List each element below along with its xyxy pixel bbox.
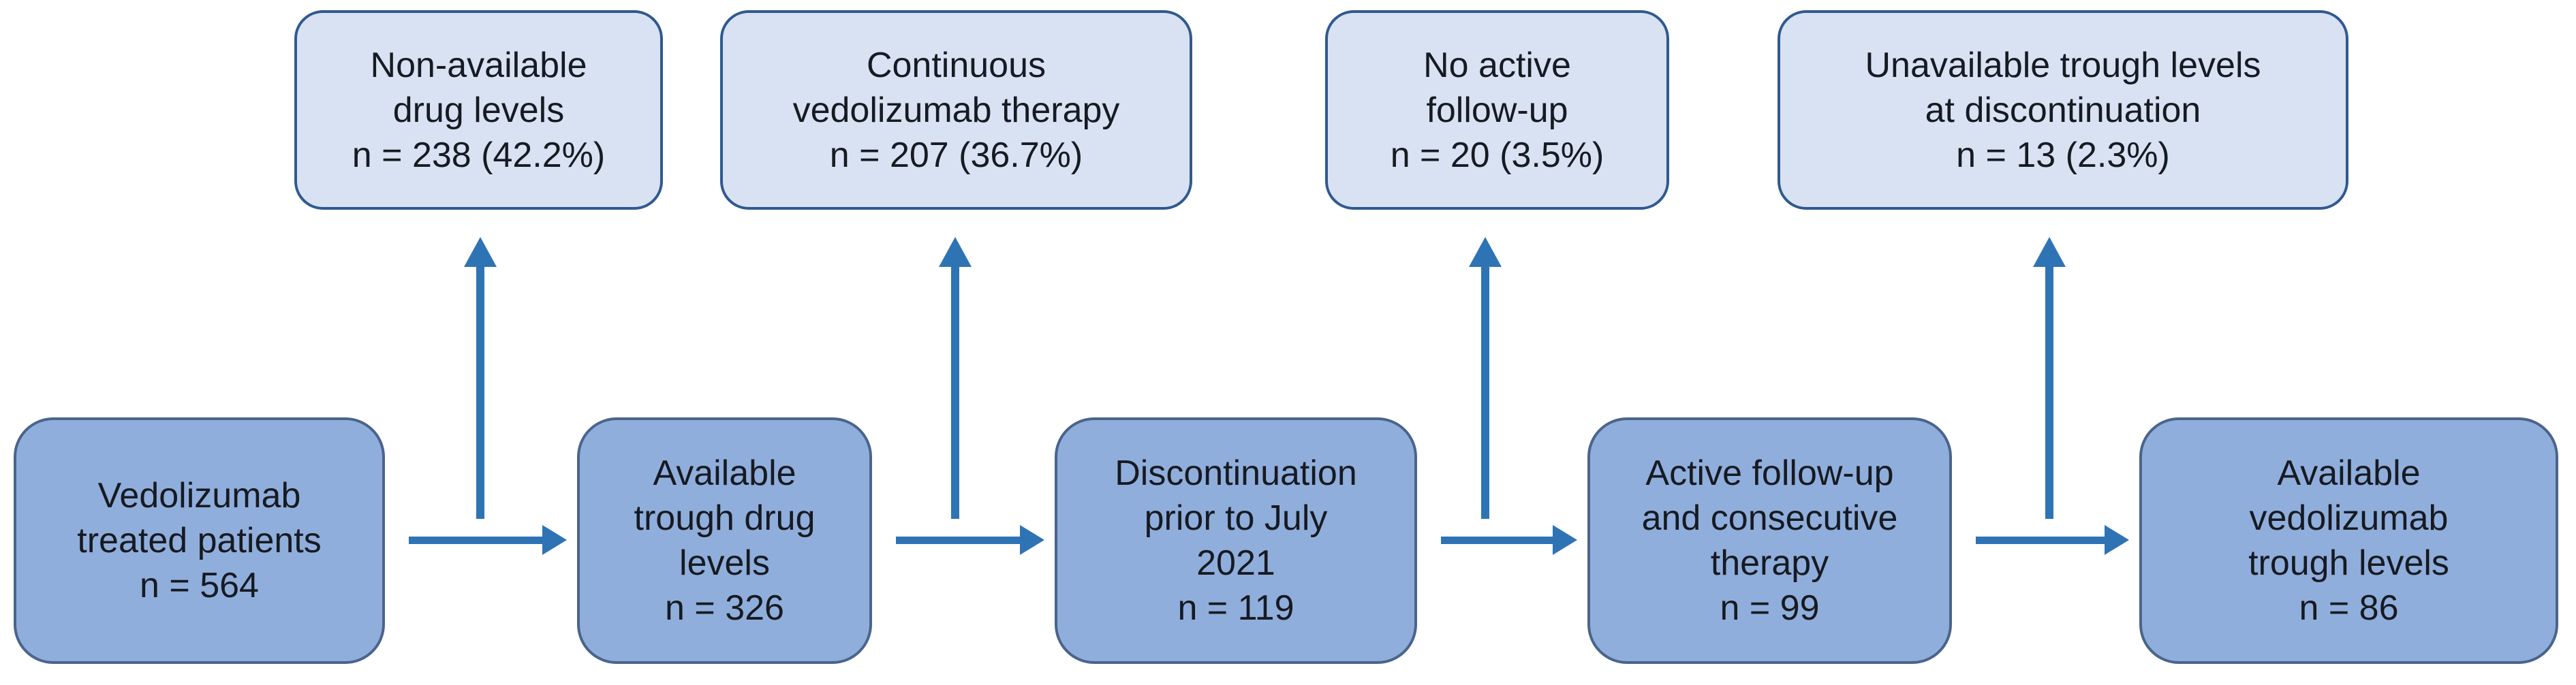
arrow-head (2105, 525, 2129, 555)
flow-box-active-follow-up-and-consecutive-therapy: Active follow-up and consecutive therapy… (1587, 417, 1952, 664)
arrow-head (1020, 525, 1044, 555)
arrow-shaft (951, 267, 959, 519)
branch-box-no-active-follow-up: No active follow-up n = 20 (3.5%) (1325, 10, 1669, 210)
arrow-head (939, 237, 972, 267)
arrow-shaft (409, 537, 542, 544)
arrow-head (1469, 237, 1502, 267)
arrow-shaft (1441, 537, 1553, 544)
arrow-head (464, 237, 497, 267)
arrow-head (1553, 525, 1577, 555)
arrow-shaft (896, 537, 1020, 544)
arrow-shaft (1481, 267, 1489, 519)
arrow-head (542, 525, 567, 555)
branch-box-continuous-vedolizumab-therapy: Continuous vedolizumab therapy n = 207 (… (720, 10, 1192, 210)
flow-box-available-vedolizumab-trough-levels: Available vedolizumab trough levels n = … (2139, 417, 2558, 664)
arrow-shaft (1976, 537, 2105, 544)
arrow-head (2033, 237, 2066, 267)
arrow-shaft (2045, 267, 2053, 519)
branch-box-non-available-drug-levels: Non-available drug levels n = 238 (42.2%… (294, 10, 663, 210)
flow-box-vedolizumab-treated-patients: Vedolizumab treated patients n = 564 (14, 417, 385, 664)
flow-box-available-trough-drug-levels: Available trough drug levels n = 326 (577, 417, 872, 664)
flow-box-discontinuation-prior-to-july-2021: Discontinuation prior to July 2021 n = 1… (1055, 417, 1417, 664)
arrow-shaft (476, 267, 484, 519)
branch-box-unavailable-trough-levels-at-discontinuation: Unavailable trough levels at discontinua… (1778, 10, 2348, 210)
